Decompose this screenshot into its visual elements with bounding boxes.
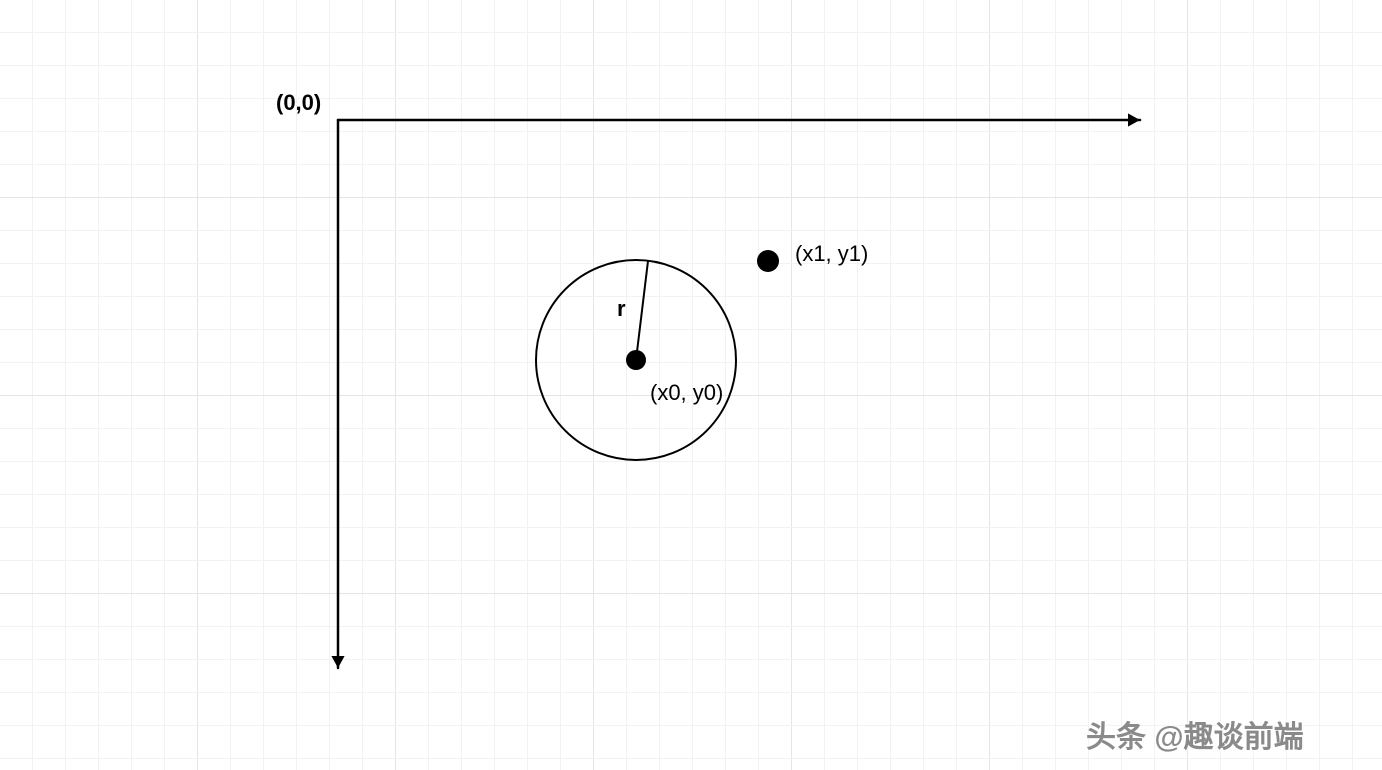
diagram-canvas: (0,0) r (x0, y0) (x1, y1) 头条 @趣谈前端 [0, 0, 1382, 770]
origin-label: (0,0) [276, 90, 321, 116]
circle-center-label: (x0, y0) [650, 380, 723, 406]
watermark-text: 头条 @趣谈前端 [1086, 712, 1304, 756]
radius-label: r [617, 296, 626, 322]
external-point-label: (x1, y1) [795, 241, 868, 267]
